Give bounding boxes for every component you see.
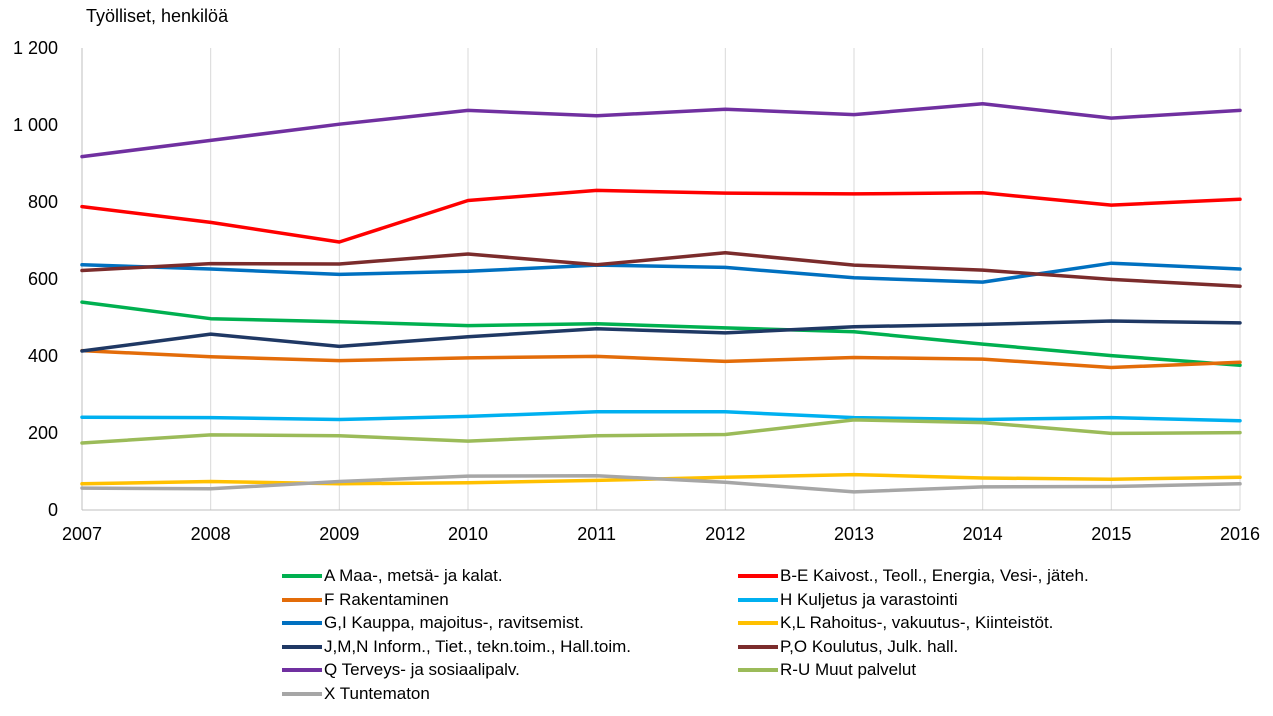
series-line-11 (80, 473, 1242, 494)
legend-label: A Maa-, metsä- ja kalat. (324, 566, 503, 585)
legend-swatch (738, 597, 778, 602)
y-tick-labels: 0 200 400 600 800 1 000 1 200 (13, 38, 58, 520)
x-tick-label: 2011 (577, 524, 616, 544)
legend-label: R-U Muut palvelut (780, 660, 917, 679)
legend-item: X Tuntematon (282, 684, 430, 704)
legend-label: J,M,N Inform., Tiet., tekn.toim., Hall.t… (324, 636, 632, 656)
legend-label: G,I Kauppa, majoitus-, ravitsemist. (324, 613, 584, 632)
legend-item: K,L Rahoitus-, vakuutus-, Kiinteistöt. (738, 613, 1053, 633)
series-lines (80, 102, 1242, 494)
legend-item: Q Terveys- ja sosiaalipalv. (282, 660, 520, 680)
y-axis-label: Työlliset, henkilöä (86, 6, 229, 26)
legend-swatch (282, 621, 322, 625)
legend-swatch (738, 574, 778, 578)
legend-label: B-E Kaivost., Teoll., Energia, Vesi-, jä… (780, 566, 1089, 585)
x-tick-label: 2008 (191, 524, 231, 544)
legend-swatch (282, 644, 322, 649)
x-tick-label: 2009 (319, 524, 359, 544)
x-tick-label: 2014 (963, 524, 1003, 544)
legend-label: X Tuntematon (324, 683, 430, 703)
x-tick-labels: 2007 2008 2009 2010 2011 2012 2013 2014 2015 2016 (62, 524, 1260, 544)
series-line-5 (80, 261, 1242, 284)
legend-label: K,L Rahoitus-, vakuutus-, Kiinteistöt. (780, 613, 1054, 632)
x-tick-label: 2013 (834, 524, 874, 544)
legend-swatch (738, 644, 778, 649)
series-line-2 (80, 188, 1242, 244)
legend-item: P,O Koulutus, Julk. hall. (738, 637, 958, 657)
legend-swatch (282, 597, 322, 602)
legend-swatch (282, 574, 322, 578)
x-tick-label: 2010 (448, 524, 488, 544)
series-line-7 (80, 319, 1242, 353)
x-tick-label: 2012 (705, 524, 745, 544)
x-tick-label: 2016 (1220, 524, 1260, 544)
legend-swatch (738, 668, 778, 672)
series-line-9 (80, 102, 1242, 159)
y-tick-label: 600 (28, 269, 58, 289)
x-tick-label: 2015 (1091, 524, 1131, 544)
legend-label: P,O Koulutus, Julk. hall. (780, 636, 959, 656)
series-line-10 (80, 418, 1242, 445)
legend-item: R-U Muut palvelut (738, 660, 916, 680)
legend-swatch (282, 691, 322, 696)
legend-label: Q Terveys- ja sosiaalipalv. (324, 660, 520, 679)
series-line-4 (80, 410, 1242, 423)
legend-swatch (282, 668, 322, 672)
legend-label: F Rakentaminen (324, 589, 449, 609)
legend-label: H Kuljetus ja varastointi (780, 589, 958, 609)
legend-item: F Rakentaminen (282, 590, 449, 610)
series-line-3 (80, 348, 1242, 370)
y-tick-label: 1 000 (13, 115, 58, 135)
y-tick-label: 1 200 (13, 38, 58, 58)
legend-item: B-E Kaivost., Teoll., Energia, Vesi-, jä… (738, 566, 1089, 586)
y-tick-label: 0 (48, 500, 58, 520)
x-tick-label: 2007 (62, 524, 102, 544)
y-tick-label: 400 (28, 346, 58, 366)
series-line-8 (80, 251, 1242, 289)
legend-swatch (738, 621, 778, 625)
legend-item: H Kuljetus ja varastointi (738, 590, 958, 610)
legend-item: J,M,N Inform., Tiet., tekn.toim., Hall.t… (282, 637, 631, 657)
legend-item: G,I Kauppa, majoitus-, ravitsemist. (282, 613, 584, 633)
legend-item: A Maa-, metsä- ja kalat. (282, 566, 503, 586)
y-tick-label: 200 (28, 423, 58, 443)
axes (81, 48, 1240, 511)
series-line-1 (80, 300, 1242, 367)
y-tick-label: 800 (28, 192, 58, 212)
